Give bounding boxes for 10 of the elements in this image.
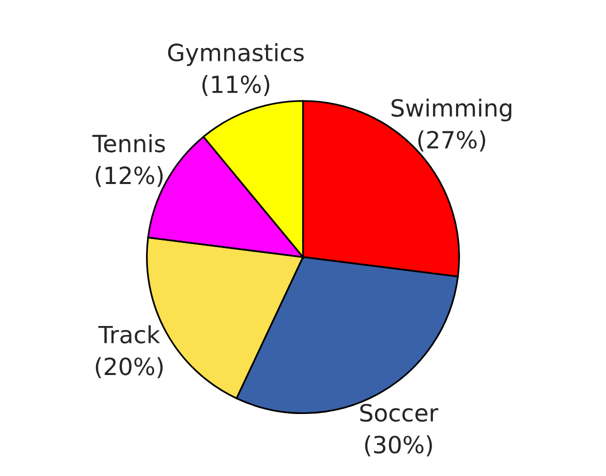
data-label: (12%) xyxy=(96,166,163,188)
data-label: (30%) xyxy=(365,435,432,456)
slice-label: Tennis xyxy=(92,134,165,152)
slice-label: Soccer xyxy=(360,404,438,422)
slice-label: Swimming xyxy=(392,98,512,122)
data-label: (11%) xyxy=(202,74,270,96)
slice-label: Track xyxy=(98,325,160,344)
data-label: (27%) xyxy=(418,130,486,152)
slice-label: Gymnastics xyxy=(168,43,304,66)
data-label: (20%) xyxy=(96,357,163,378)
